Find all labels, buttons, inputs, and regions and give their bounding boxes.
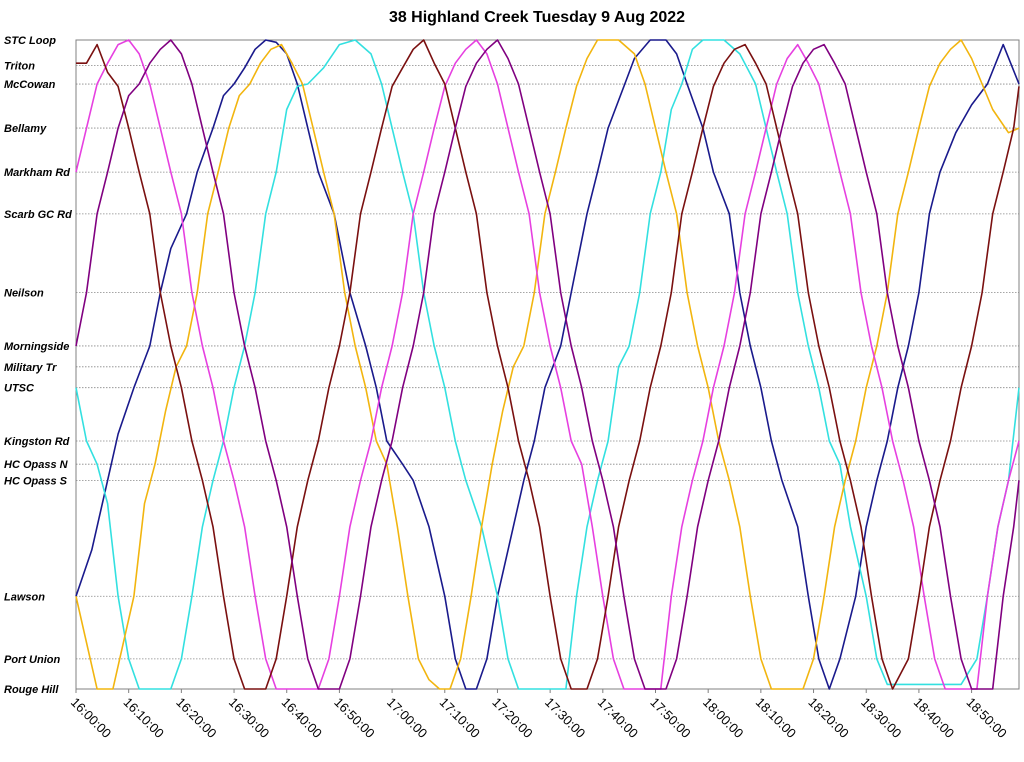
x-tick-label: 17:50:00 — [647, 695, 693, 741]
x-tick-label: 16:30:00 — [226, 695, 272, 741]
x-tick-label: 18:40:00 — [911, 695, 957, 741]
y-tick-label: HC Opass N — [4, 459, 69, 471]
y-tick-label: Kingston Rd — [4, 436, 70, 448]
y-tick-label: HC Opass S — [4, 475, 68, 487]
y-tick-label: UTSC — [4, 383, 35, 395]
x-tick-label: 17:30:00 — [542, 695, 588, 741]
x-tick-label: 18:00:00 — [700, 695, 746, 741]
y-tick-label: Triton — [4, 60, 35, 72]
x-tick-label: 18:10:00 — [753, 695, 799, 741]
y-tick-label: Bellamy — [4, 123, 47, 135]
x-tick-label: 16:20:00 — [173, 695, 219, 741]
y-tick-label: Markham Rd — [4, 167, 70, 179]
y-tick-label: STC Loop — [4, 35, 56, 47]
y-tick-label: Port Union — [4, 654, 60, 666]
y-tick-label: Lawson — [4, 591, 45, 603]
x-tick-label: 17:00:00 — [384, 695, 430, 741]
y-tick-label: Rouge Hill — [4, 684, 59, 696]
x-tick-label: 16:50:00 — [331, 695, 377, 741]
series-line-6 — [75, 39, 1020, 690]
y-tick-label: Scarb GC Rd — [4, 209, 72, 221]
y-tick-label: Neilson — [4, 288, 44, 300]
x-tick-label: 18:50:00 — [963, 695, 1009, 741]
x-tick-label: 16:10:00 — [121, 695, 167, 741]
x-tick-label: 16:40:00 — [279, 695, 325, 741]
x-axis-labels: 16:00:00 16:10:00 16:20:00 16:30:00 16:40:00… — [68, 689, 1010, 741]
series-line-1 — [75, 39, 1020, 690]
series-layer — [75, 39, 1020, 690]
plot-frame — [75, 39, 1020, 690]
grid-lines — [76, 39, 1019, 690]
x-tick-label: 18:20:00 — [805, 695, 851, 741]
x-tick-label: 16:00:00 — [68, 695, 114, 741]
series-line-2 — [75, 39, 1020, 690]
series-line-5 — [76, 39, 1020, 690]
series-line-4 — [75, 39, 1020, 690]
y-tick-label: Morningside — [4, 341, 69, 353]
y-tick-label: McCowan — [4, 79, 56, 91]
y-axis-labels: STC Loop Triton McCowan Bellamy Markham Rd Sc… — [4, 35, 72, 696]
x-tick-label: 17:10:00 — [437, 695, 483, 741]
series-line-3 — [75, 39, 1020, 690]
chart-title: 38 Highland Creek Tuesday 9 Aug 2022 — [389, 9, 685, 26]
x-tick-label: 17:20:00 — [489, 695, 535, 741]
y-tick-label: Military Tr — [4, 362, 57, 374]
x-tick-label: 18:30:00 — [858, 695, 904, 741]
x-tick-label: 17:40:00 — [595, 695, 641, 741]
